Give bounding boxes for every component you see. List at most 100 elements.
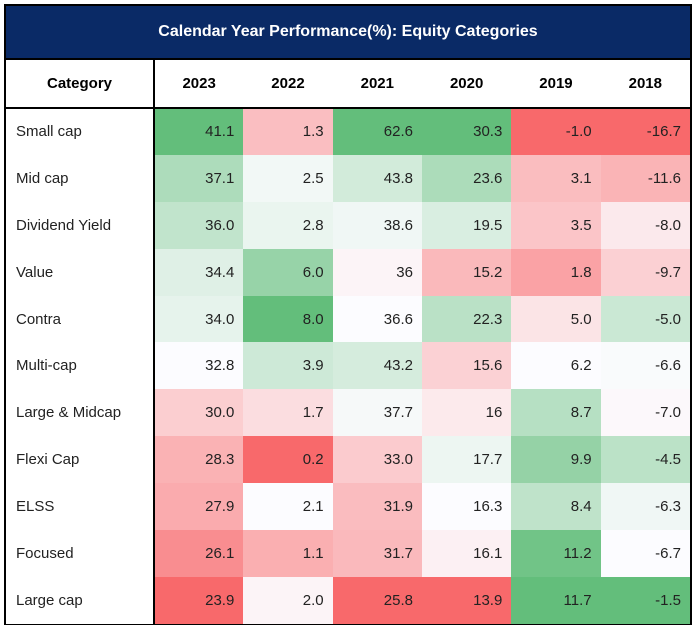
table-body: Small cap 41.1 1.3 62.6 30.3 -1.0 -16.7 Mid cap… xyxy=(6,108,690,624)
value-cell-2019: 3.5 xyxy=(511,201,601,249)
value-cell-2022: 3.9 xyxy=(243,342,333,390)
value-cell-2022: 2.8 xyxy=(243,201,333,249)
value-cell-2019: 3.1 xyxy=(511,154,601,202)
category-cell: Large cap xyxy=(6,576,155,624)
value-cell-2020: 16.1 xyxy=(421,530,512,577)
value-cell-2023: 23.9 xyxy=(154,576,244,624)
value-cell-2018: -1.5 xyxy=(600,576,690,624)
value-cell-2022: 2.0 xyxy=(243,576,333,624)
value-cell-2021: 37.7 xyxy=(332,389,422,437)
value-cell-2019: 6.2 xyxy=(511,342,601,390)
value-cell-2023: 36.0 xyxy=(154,201,244,249)
table-title: Calendar Year Performance(%): Equity Cat… xyxy=(6,6,690,60)
category-cell: Large & Midcap xyxy=(6,389,155,437)
value-cell-2019: 8.7 xyxy=(511,389,601,437)
value-cell-2020: 19.5 xyxy=(421,201,512,249)
table-row: Focused 26.1 1.1 31.7 16.1 11.2 -6.7 xyxy=(6,530,690,577)
value-cell-2021: 38.6 xyxy=(332,201,422,249)
table-row: Mid cap 37.1 2.5 43.8 23.6 3.1 -11.6 xyxy=(6,154,690,202)
value-cell-2023: 28.3 xyxy=(154,436,244,484)
value-cell-2020: 16.3 xyxy=(421,483,512,531)
category-cell: Contra xyxy=(6,295,155,343)
value-cell-2021: 43.2 xyxy=(332,342,422,390)
value-cell-2018: -11.6 xyxy=(600,154,690,202)
category-cell: ELSS xyxy=(6,483,155,531)
value-cell-2019: 5.0 xyxy=(511,295,601,343)
value-cell-2023: 27.9 xyxy=(154,483,244,531)
value-cell-2022: 1.3 xyxy=(243,108,333,155)
value-cell-2018: -16.7 xyxy=(600,108,690,155)
table-row: Contra 34.0 8.0 36.6 22.3 5.0 -5.0 xyxy=(6,295,690,343)
value-cell-2021: 25.8 xyxy=(332,576,422,624)
value-cell-2018: -9.7 xyxy=(600,248,690,296)
value-cell-2022: 8.0 xyxy=(243,295,333,343)
value-cell-2018: -4.5 xyxy=(600,436,690,484)
value-cell-2020: 17.7 xyxy=(421,436,512,484)
value-cell-2022: 6.0 xyxy=(243,248,333,296)
value-cell-2019: 8.4 xyxy=(511,483,601,531)
value-cell-2018: -8.0 xyxy=(600,201,690,249)
table-row: Small cap 41.1 1.3 62.6 30.3 -1.0 -16.7 xyxy=(6,108,690,155)
category-cell: Flexi Cap xyxy=(6,436,155,484)
value-cell-2019: -1.0 xyxy=(511,108,601,155)
value-cell-2018: -5.0 xyxy=(600,295,690,343)
table-row: ELSS 27.9 2.1 31.9 16.3 8.4 -6.3 xyxy=(6,483,690,531)
value-cell-2020: 30.3 xyxy=(421,108,512,155)
value-cell-2018: -6.3 xyxy=(600,483,690,531)
value-cell-2019: 11.7 xyxy=(511,576,601,624)
value-cell-2019: 11.2 xyxy=(511,530,601,577)
column-header-2020: 2020 xyxy=(421,60,512,109)
value-cell-2022: 2.5 xyxy=(243,154,333,202)
category-cell: Multi-cap xyxy=(6,342,155,390)
table-row: Value 34.4 6.0 36 15.2 1.8 -9.7 xyxy=(6,248,690,296)
value-cell-2020: 22.3 xyxy=(421,295,512,343)
table-row: Multi-cap 32.8 3.9 43.2 15.6 6.2 -6.6 xyxy=(6,342,690,390)
value-cell-2018: -6.6 xyxy=(600,342,690,390)
value-cell-2019: 9.9 xyxy=(511,436,601,484)
value-cell-2021: 43.8 xyxy=(332,154,422,202)
value-cell-2023: 30.0 xyxy=(154,389,244,437)
value-cell-2023: 41.1 xyxy=(154,108,244,155)
category-cell: Small cap xyxy=(6,108,155,155)
value-cell-2021: 33.0 xyxy=(332,436,422,484)
table-row: Flexi Cap 28.3 0.2 33.0 17.7 9.9 -4.5 xyxy=(6,436,690,484)
column-header-2021: 2021 xyxy=(332,60,422,109)
performance-table: Category 2023 2022 2021 2020 2019 2018 Small c… xyxy=(6,60,690,624)
value-cell-2021: 36.6 xyxy=(332,295,422,343)
column-header-2019: 2019 xyxy=(511,60,601,109)
value-cell-2020: 15.6 xyxy=(421,342,512,390)
value-cell-2023: 37.1 xyxy=(154,154,244,202)
header-row: Category 2023 2022 2021 2020 2019 2018 xyxy=(6,60,690,109)
category-cell: Dividend Yield xyxy=(6,201,155,249)
value-cell-2023: 34.0 xyxy=(154,295,244,343)
table-row: Large cap 23.9 2.0 25.8 13.9 11.7 -1.5 xyxy=(6,576,690,624)
value-cell-2018: -7.0 xyxy=(600,389,690,437)
value-cell-2023: 32.8 xyxy=(154,342,244,390)
column-header-category: Category xyxy=(6,60,155,109)
category-cell: Value xyxy=(6,248,155,296)
value-cell-2020: 23.6 xyxy=(421,154,512,202)
value-cell-2021: 36 xyxy=(332,248,422,296)
column-header-2023: 2023 xyxy=(154,60,244,109)
value-cell-2020: 16 xyxy=(421,389,512,437)
value-cell-2022: 0.2 xyxy=(243,436,333,484)
column-header-2018: 2018 xyxy=(600,60,690,109)
value-cell-2022: 1.1 xyxy=(243,530,333,577)
performance-table-panel: Calendar Year Performance(%): Equity Cat… xyxy=(4,4,692,625)
value-cell-2022: 2.1 xyxy=(243,483,333,531)
value-cell-2022: 1.7 xyxy=(243,389,333,437)
table-row: Large & Midcap 30.0 1.7 37.7 16 8.7 -7.0 xyxy=(6,389,690,437)
category-cell: Mid cap xyxy=(6,154,155,202)
table-row: Dividend Yield 36.0 2.8 38.6 19.5 3.5 -8.0 xyxy=(6,201,690,249)
column-header-2022: 2022 xyxy=(243,60,333,109)
value-cell-2020: 15.2 xyxy=(421,248,512,296)
value-cell-2018: -6.7 xyxy=(600,530,690,577)
value-cell-2023: 34.4 xyxy=(154,248,244,296)
category-cell: Focused xyxy=(6,530,155,577)
value-cell-2021: 31.9 xyxy=(332,483,422,531)
value-cell-2021: 62.6 xyxy=(332,108,422,155)
value-cell-2021: 31.7 xyxy=(332,530,422,577)
value-cell-2019: 1.8 xyxy=(511,248,601,296)
value-cell-2020: 13.9 xyxy=(421,576,512,624)
value-cell-2023: 26.1 xyxy=(154,530,244,577)
